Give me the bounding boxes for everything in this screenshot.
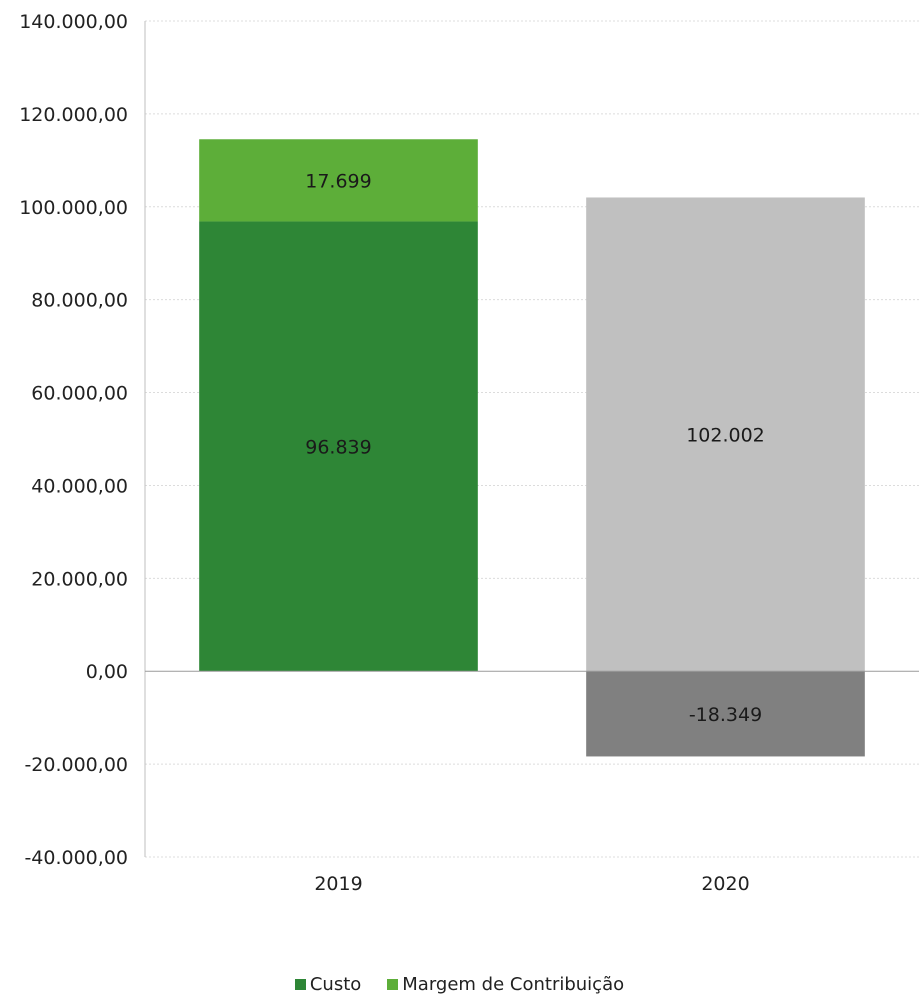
y-tick-label: -20.000,00 xyxy=(24,754,128,776)
legend-swatch xyxy=(294,979,306,990)
y-tick-label: 40.000,00 xyxy=(31,475,128,497)
y-tick-label: 20.000,00 xyxy=(31,568,128,590)
x-axis-ticks: 2019 2020 xyxy=(314,873,749,895)
bar-2019-custo xyxy=(199,221,478,672)
data-label: 96.839 xyxy=(305,436,371,458)
y-tick-label: -40.000,00 xyxy=(24,847,128,869)
legend: Custo Margem de Contribuição xyxy=(0,974,919,995)
bar-2020-margem xyxy=(586,671,865,757)
y-tick-label: 120.000,00 xyxy=(19,104,128,126)
y-axis-ticks: 140.000,00 120.000,00 100.000,00 80.000,00 6… xyxy=(19,11,128,869)
bar-2020-custo xyxy=(586,197,865,672)
data-label: 102.002 xyxy=(686,424,765,446)
bar-2019-margem xyxy=(199,139,478,222)
y-tick-label: 60.000,00 xyxy=(31,383,128,405)
y-tick-label: 140.000,00 xyxy=(19,11,128,33)
legend-label: Custo xyxy=(309,974,362,995)
y-tick-label: 80.000,00 xyxy=(31,290,128,312)
x-tick-label: 2020 xyxy=(701,873,749,895)
bars xyxy=(199,139,865,757)
axes xyxy=(144,21,919,857)
legend-label: Margem de Contribuição xyxy=(402,974,625,995)
y-tick-label: 100.000,00 xyxy=(19,197,128,219)
y-tick-label: 0,00 xyxy=(86,661,128,683)
data-labels: 96.839 17.699 102.002 -18.349 xyxy=(305,170,765,725)
legend-item: Margem de Contribuição xyxy=(387,974,624,995)
data-label: -18.349 xyxy=(689,704,762,726)
data-label: 17.699 xyxy=(305,170,371,192)
x-tick-label: 2019 xyxy=(314,873,362,895)
legend-swatch xyxy=(387,979,399,990)
legend-item: Custo xyxy=(294,974,362,995)
